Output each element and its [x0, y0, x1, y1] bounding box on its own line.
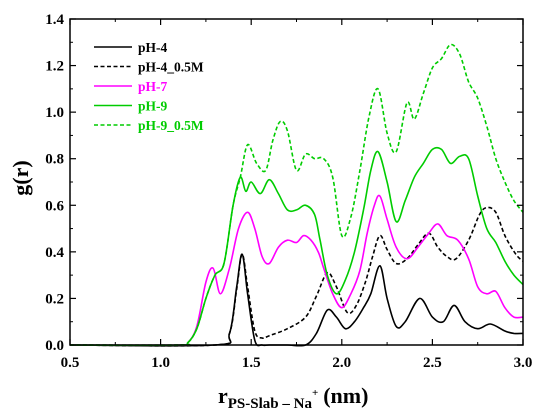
- x-axis-title: rPS-Slab – Na+ (nm): [218, 383, 368, 411]
- y-axis-title: g(r): [8, 160, 33, 195]
- legend-label: pH-4: [138, 40, 168, 55]
- y-tick-label: 0.2: [45, 291, 64, 307]
- series-line-ph-7: [69, 194, 524, 346]
- x-tick-label: 2.5: [423, 355, 442, 371]
- legend: pH-4 pH-4_0.5M pH-7 pH-9 pH-9_0.5M: [94, 40, 204, 133]
- y-tick-label: 1.2: [45, 59, 64, 75]
- y-tick-label: 0.6: [45, 198, 64, 214]
- x-axis-title-main: r: [218, 383, 228, 408]
- x-tick-label: 0.5: [61, 355, 80, 371]
- y-tick-label: 0.8: [45, 152, 64, 168]
- y-tick-label: 0.4: [45, 245, 64, 261]
- x-axis-title-unit: (nm): [323, 383, 368, 408]
- x-tick-label: 3.0: [514, 355, 533, 371]
- series-line-ph-4-0-5m: [69, 206, 524, 347]
- legend-label: pH-9: [138, 99, 168, 114]
- y-tick-label: 0.0: [45, 338, 64, 354]
- series-layer: [69, 43, 524, 347]
- x-tick-label: 1.0: [151, 355, 170, 371]
- x-tick-label: 1.5: [242, 355, 261, 371]
- x-tick-label: 2.0: [332, 355, 351, 371]
- series-line-ph-9: [69, 146, 524, 346]
- ticks-layer: 0.5 1.0 1.5 2.0 2.5 3.0 0.0 0.2 0.4 0.6 0.8 1.0 1.2 1…: [45, 12, 532, 371]
- series-line-ph-4: [69, 253, 524, 347]
- x-axis-title-subscript: PS-Slab – Na: [228, 396, 313, 411]
- y-tick-label: 1.0: [45, 105, 64, 121]
- x-axis-title-superscript: +: [312, 387, 318, 399]
- legend-label: pH-9_0.5M: [138, 118, 204, 133]
- legend-label: pH-4_0.5M: [138, 60, 204, 75]
- y-tick-label: 1.4: [45, 12, 64, 28]
- legend-label: pH-7: [138, 79, 168, 94]
